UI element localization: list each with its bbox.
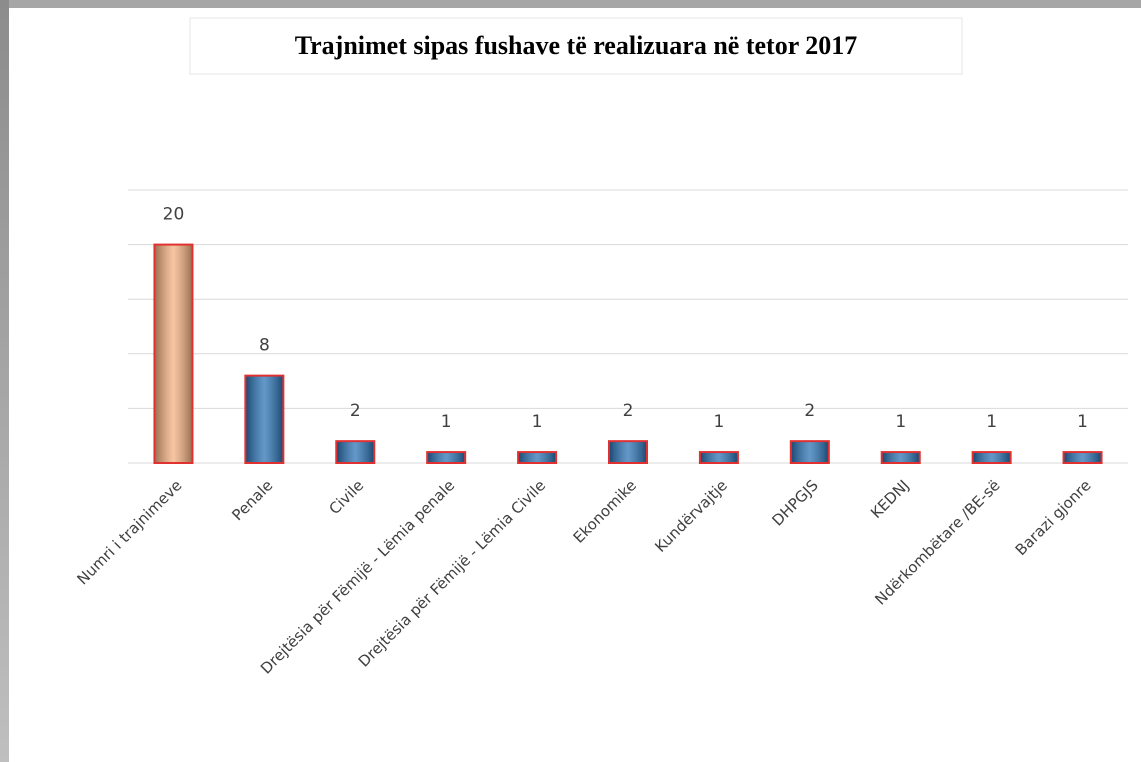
bar	[335, 440, 376, 465]
title-box	[189, 17, 963, 75]
x-tick-label: Penale	[228, 476, 276, 524]
data-label: 1	[895, 412, 906, 432]
data-label: 2	[623, 401, 634, 421]
x-tick-label: Civile	[325, 476, 367, 518]
data-label: 1	[986, 412, 997, 432]
x-tick-label: Drejtësia për Fëmijë - Lëmia penale	[257, 476, 458, 677]
bar	[880, 451, 921, 464]
x-tick-label: DHPGJS	[768, 476, 821, 529]
x-tick-label: Kundërvajtje	[651, 476, 731, 556]
data-label: 1	[441, 412, 452, 432]
chart-title: Trajnimet sipas fushave të realizuara në…	[295, 31, 858, 60]
bar	[971, 451, 1012, 464]
data-label: 20	[163, 205, 185, 225]
data-label: 2	[804, 401, 815, 421]
data-label: 2	[350, 401, 361, 421]
data-label: 8	[259, 336, 270, 356]
bar	[426, 451, 467, 464]
frame-left	[0, 0, 9, 762]
bar	[608, 440, 648, 465]
frame-top	[0, 0, 1141, 8]
bar	[1062, 451, 1103, 464]
x-tick-label: KEDNJ	[867, 476, 913, 522]
bar	[698, 451, 739, 464]
x-tick-label: Drejtësia për Fëmijë - Lëmia Civile	[355, 476, 549, 670]
data-label: 1	[713, 412, 724, 432]
bar	[153, 243, 194, 464]
bar	[244, 374, 285, 465]
x-tick-label: Ekonomike	[570, 476, 640, 546]
x-tick-label: Numri i trajnimeve	[73, 476, 185, 588]
x-tick-label: Barazi gjonre	[1012, 476, 1095, 559]
bar	[517, 451, 558, 464]
data-label: 1	[1077, 412, 1088, 432]
data-label: 1	[532, 412, 543, 432]
bar	[789, 440, 830, 465]
